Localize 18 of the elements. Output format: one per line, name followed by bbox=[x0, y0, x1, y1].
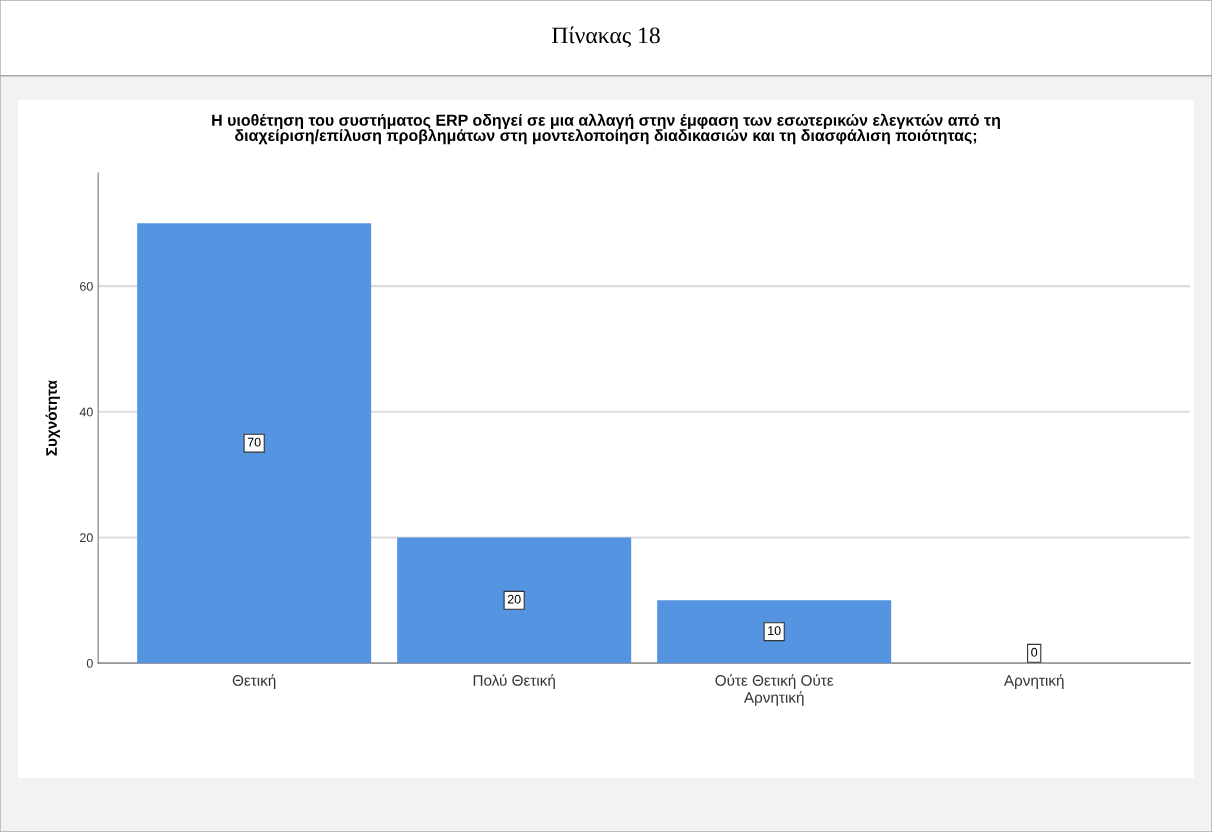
data-label: 0 bbox=[1031, 647, 1038, 657]
bar bbox=[657, 600, 892, 664]
data-label: 70 bbox=[247, 437, 261, 447]
x-tick-label: Αρνητική bbox=[1003, 674, 1064, 689]
chart-subtitle: Η υιοθέτηση του συστήματος ERP οδηγεί σε μια αλλαγή στην έμφαση των εσωτερικών ελεγκτών από τη διαχείριση/επίλυση προβλημάτων στη μοντελοποίηση διαδικασιών και τη διασφάλιση ποιότητας; bbox=[212, 113, 1000, 145]
x-tick-label: Θετική bbox=[232, 674, 276, 689]
bar bbox=[137, 223, 372, 664]
y-tick-label: 20 bbox=[80, 533, 93, 543]
data-label: 20 bbox=[507, 594, 521, 604]
x-tick-label: Πολύ Θετική bbox=[473, 674, 555, 689]
data-label: 10 bbox=[768, 626, 781, 636]
y-axis-title: Συχνότητα bbox=[45, 380, 60, 456]
y-tick-label: 0 bbox=[86, 658, 93, 668]
bar bbox=[397, 537, 632, 664]
x-tick-label: Ούτε Θετική Ούτε Αρνητική bbox=[715, 674, 834, 706]
y-tick-label: 40 bbox=[79, 407, 93, 417]
y-tick-label: 60 bbox=[80, 281, 93, 291]
chart-title: Πίνακας 18 bbox=[551, 26, 660, 48]
